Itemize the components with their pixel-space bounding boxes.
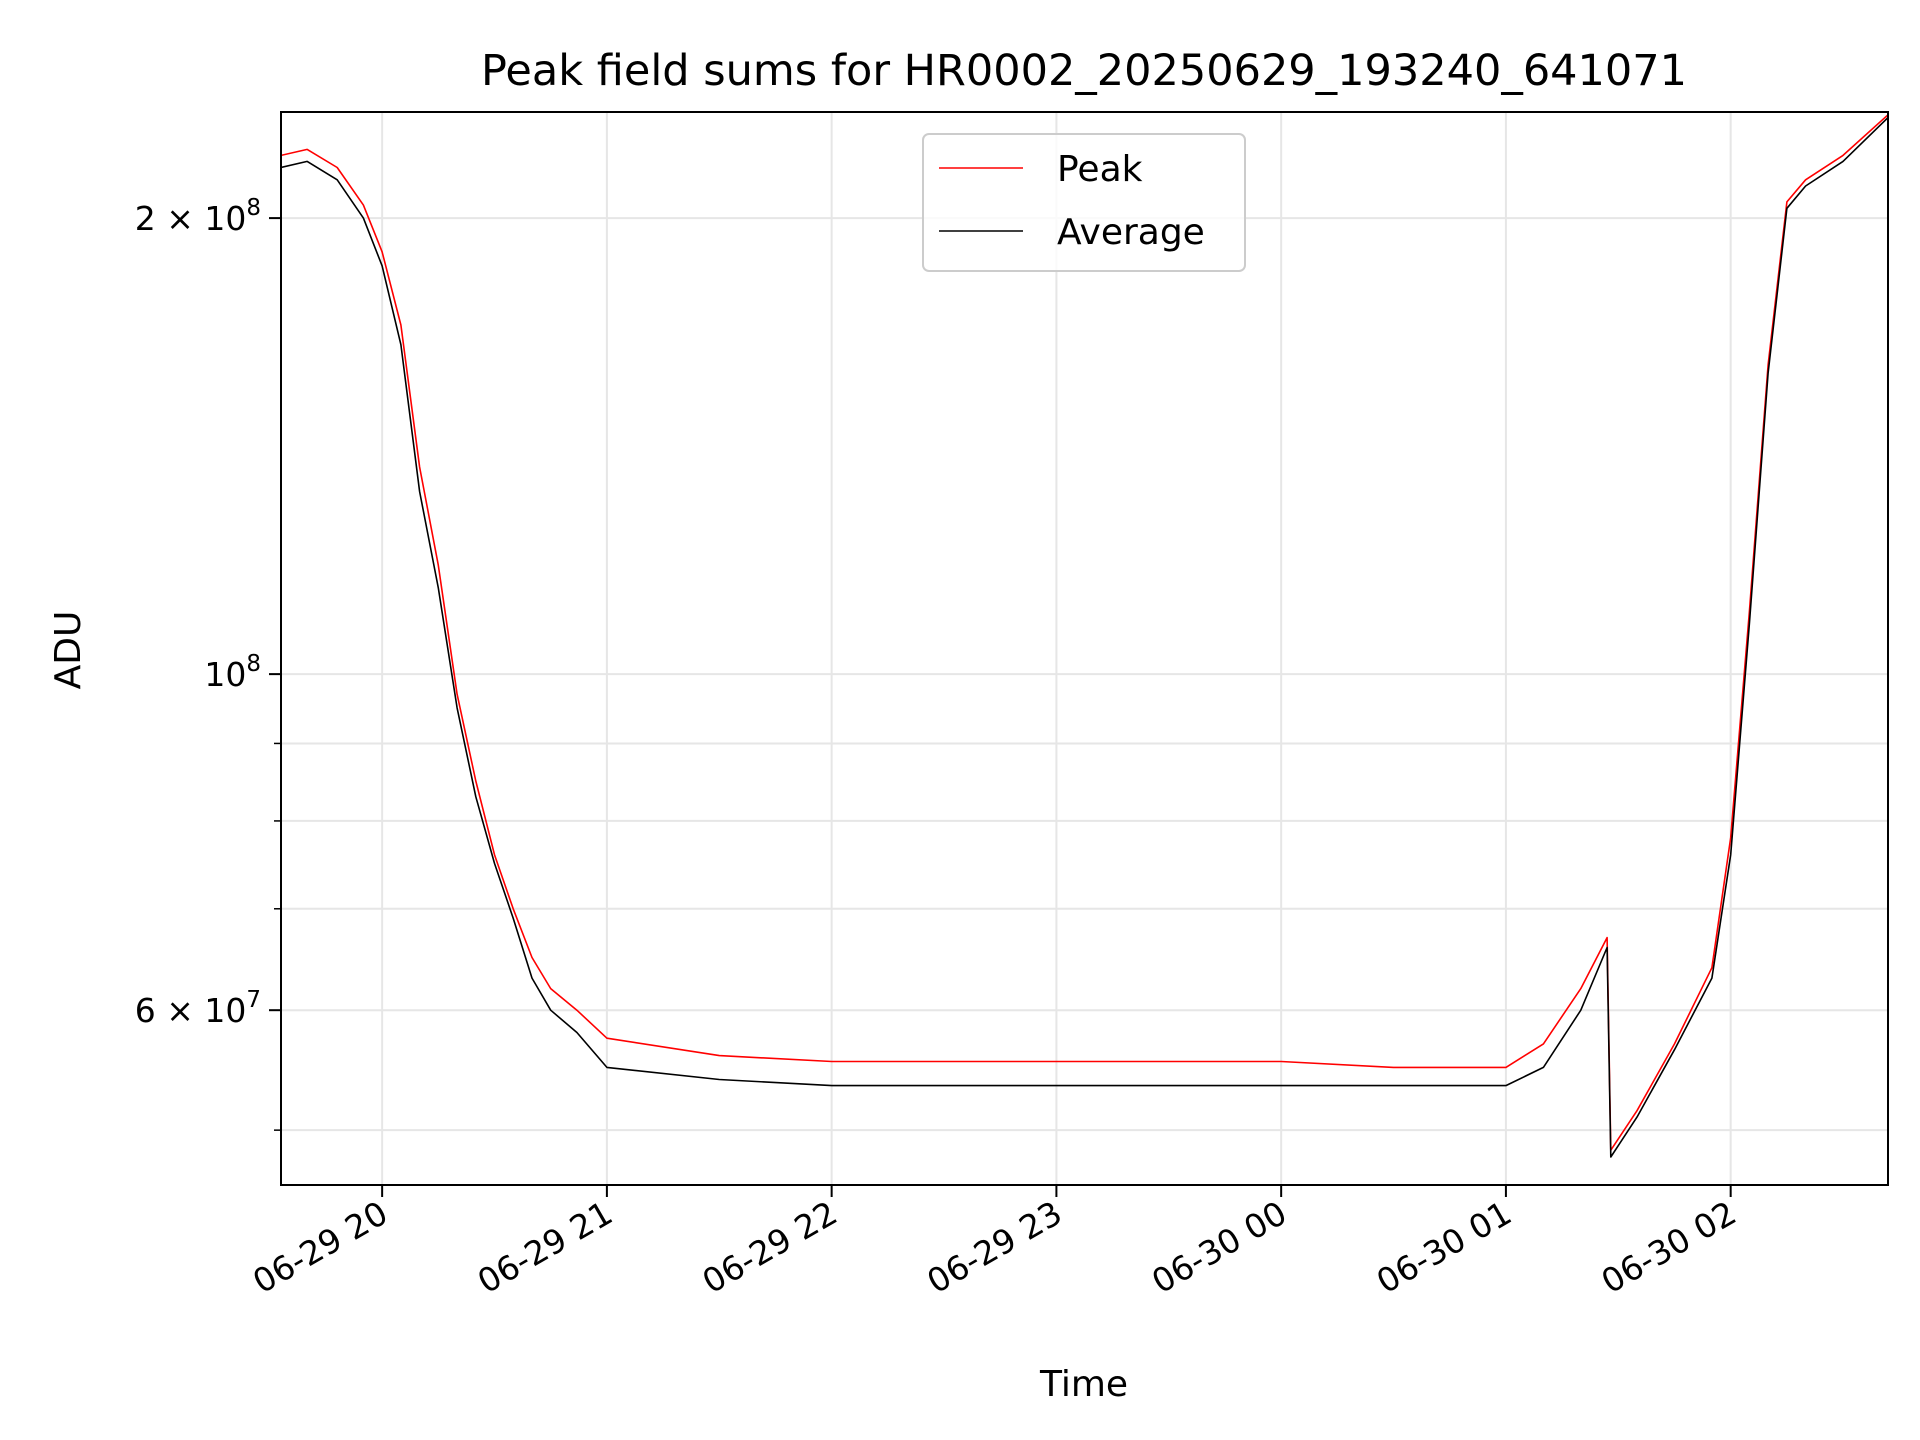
legend-label-peak: Peak — [1057, 149, 1143, 190]
y-tick-label-exponent: 8 — [246, 651, 261, 677]
series-line-peak — [281, 114, 1888, 1151]
legend-label-average: Average — [1057, 212, 1205, 253]
legend: Peak Average — [922, 133, 1246, 272]
y-tick-label-exponent: 7 — [246, 987, 261, 1013]
series-line-average — [281, 117, 1888, 1158]
y-tick-label: 2 × 108 — [135, 195, 261, 238]
y-tick-label-base: 10 — [204, 655, 246, 694]
y-tick-label: 6 × 107 — [135, 987, 261, 1030]
y-axis-label: ADU — [48, 611, 89, 690]
y-tick-label-base: 6 × 10 — [135, 991, 247, 1030]
y-tick-label: 108 — [204, 651, 261, 694]
y-tick-label-base: 2 × 10 — [135, 199, 247, 238]
plot-frame — [280, 111, 1889, 1186]
chart-title: Peak field sums for HR0002_20250629_1932… — [481, 46, 1687, 96]
series-lines — [281, 114, 1888, 1158]
y-tick-label-exponent: 8 — [246, 195, 261, 221]
x-axis-label: Time — [1039, 1364, 1128, 1405]
